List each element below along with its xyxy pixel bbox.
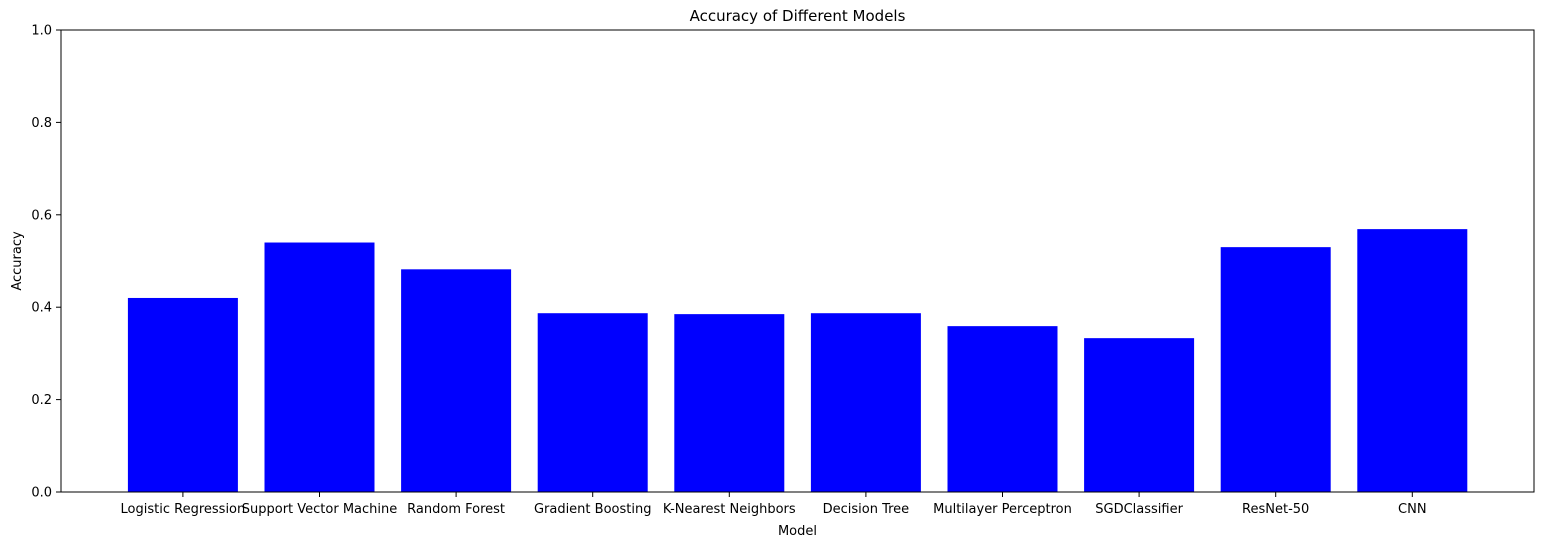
y-axis-label: Accuracy <box>10 231 25 291</box>
bar <box>127 297 238 492</box>
x-tick-label: Logistic Regression <box>121 502 246 517</box>
bar <box>1084 338 1195 492</box>
y-tick-label: 0.4 <box>31 301 52 316</box>
x-tick-label: ResNet-50 <box>1242 502 1309 517</box>
x-tick-label: Gradient Boosting <box>534 502 652 517</box>
bar <box>674 314 785 492</box>
bar <box>1220 247 1331 492</box>
x-tick-label: Decision Tree <box>823 502 910 517</box>
x-tick-label: Random Forest <box>407 502 505 517</box>
x-tick-label: K-Nearest Neighbors <box>663 502 796 517</box>
y-tick-label: 0.8 <box>31 116 52 131</box>
bar <box>810 313 921 492</box>
x-axis-label: Model <box>778 524 817 539</box>
bar <box>264 242 375 492</box>
x-tick-label: CNN <box>1398 502 1427 517</box>
bars <box>127 229 1468 492</box>
y-tick-label: 0.6 <box>31 208 52 223</box>
x-tick-label: SGDClassifier <box>1095 502 1183 517</box>
y-tick-label: 1.0 <box>31 24 52 39</box>
x-tick-label: Support Vector Machine <box>242 502 398 517</box>
bar <box>947 326 1058 492</box>
bar <box>537 313 648 492</box>
y-tick-label: 0.0 <box>31 486 52 501</box>
y-axis: 0.0 0.2 0.4 0.6 0.8 1.0 <box>31 24 61 501</box>
bar <box>1357 229 1468 492</box>
plot-frame <box>60 29 1535 493</box>
x-tick-label: Multilayer Perceptron <box>933 502 1072 517</box>
y-tick-label: 0.2 <box>31 393 52 408</box>
chart-title: Accuracy of Different Models <box>690 7 906 25</box>
bar <box>401 269 512 492</box>
